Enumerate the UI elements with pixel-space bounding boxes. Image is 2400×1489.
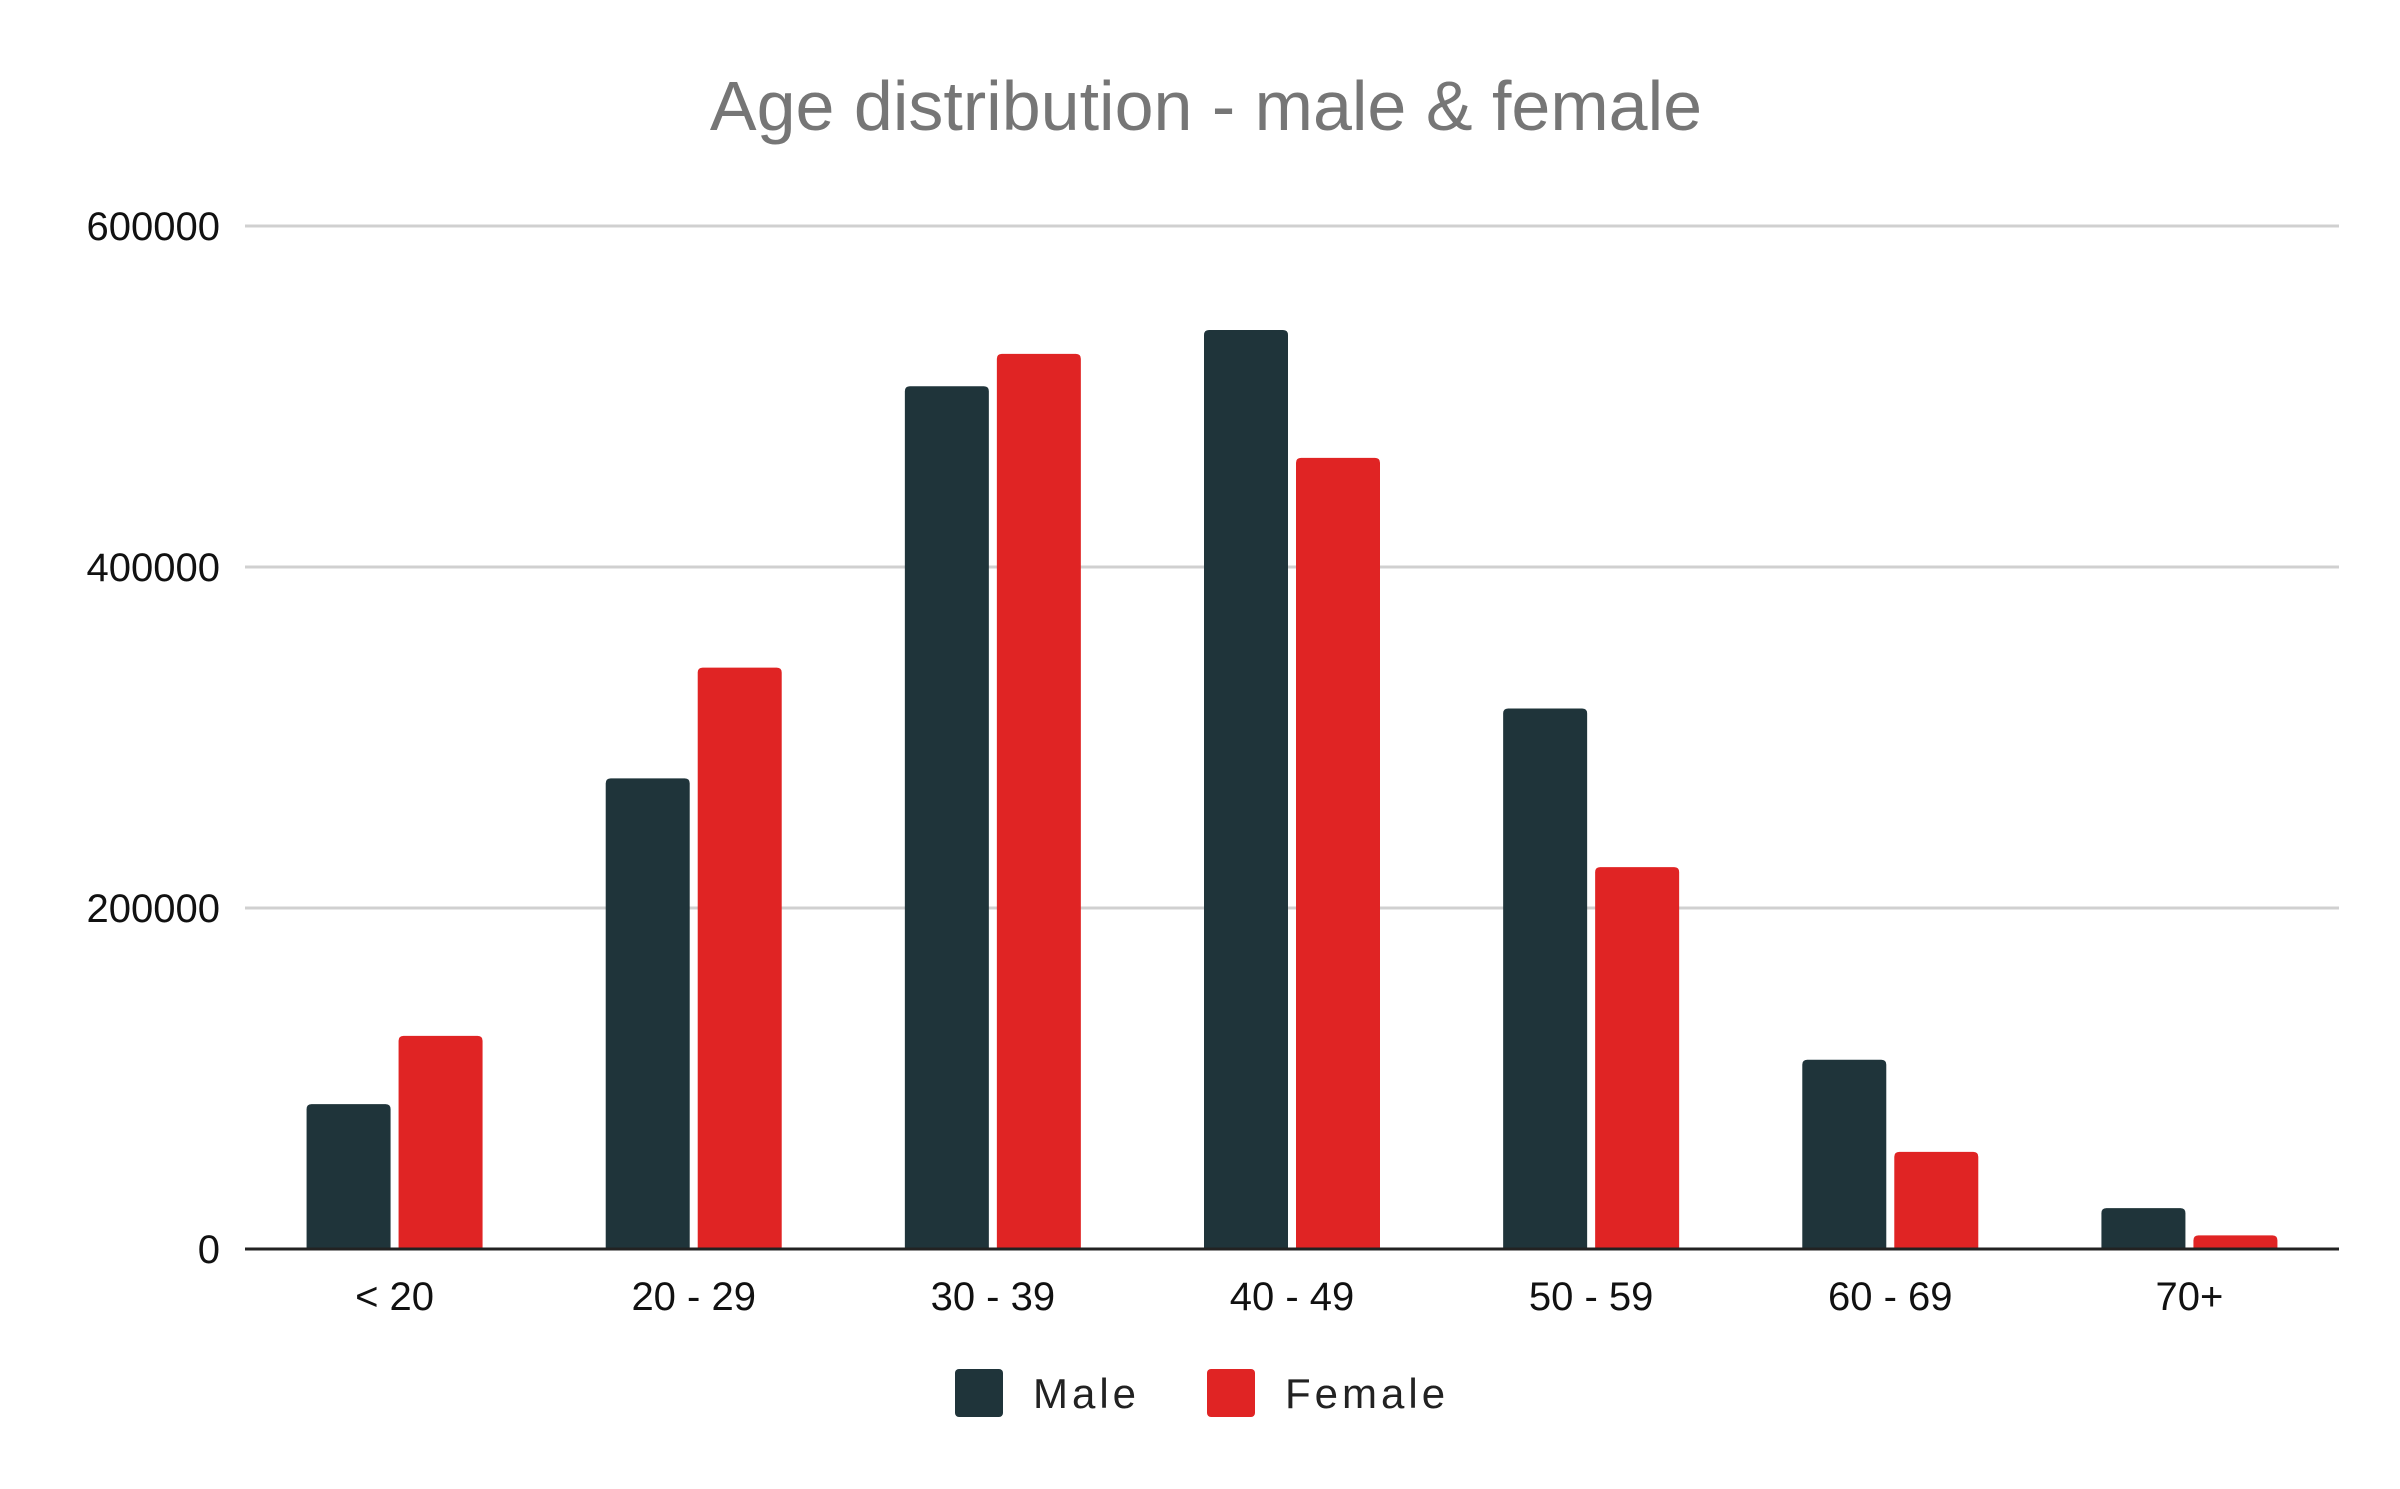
bar-male-2 (605, 778, 690, 1249)
bar-female-7 (2193, 1235, 2278, 1249)
chart-title: Age distribution - male & female (710, 67, 1702, 145)
bar-male-3 (904, 386, 989, 1249)
y-tick-label: 400000 (87, 546, 220, 590)
y-tick-label: 600000 (87, 205, 220, 249)
bar-male-6 (1802, 1059, 1887, 1249)
x-axis-tick-labels: < 20 20 - 29 30 - 39 40 - 49 50 - 59 60 - 69 7… (355, 1275, 2223, 1319)
bars (306, 330, 2278, 1249)
bar-male-5 (1503, 708, 1588, 1249)
y-tick-label: 200000 (87, 887, 220, 931)
bar-female-2 (697, 667, 782, 1249)
x-tick-label: 30 - 39 (931, 1275, 1056, 1319)
legend-swatch-female (1207, 1369, 1255, 1417)
legend-label-male: Male (1033, 1370, 1140, 1417)
x-tick-label: < 20 (355, 1275, 434, 1319)
bar-female-4 (1296, 457, 1380, 1249)
legend-label-female: Female (1285, 1370, 1449, 1417)
x-tick-label: 40 - 49 (1230, 1275, 1355, 1319)
x-tick-label: 50 - 59 (1529, 1275, 1654, 1319)
legend-swatch-male (955, 1369, 1003, 1417)
bar-male-4 (1204, 330, 1288, 1249)
x-tick-label: 70+ (2155, 1275, 2223, 1319)
bar-female-5 (1595, 867, 1680, 1249)
y-tick-label: 0 (198, 1228, 220, 1272)
x-tick-label: 60 - 69 (1828, 1275, 1953, 1319)
bar-male-7 (2101, 1208, 2186, 1249)
bar-female-3 (996, 353, 1081, 1249)
bar-female-1 (398, 1035, 483, 1249)
x-tick-label: 20 - 29 (631, 1275, 756, 1319)
gridlines (245, 224, 2339, 910)
legend: Male Female (955, 1369, 1449, 1417)
bar-female-6 (1894, 1151, 1979, 1249)
y-axis-tick-labels: 0 200000 400000 600000 (87, 205, 220, 1272)
bar-male-1 (306, 1104, 391, 1249)
